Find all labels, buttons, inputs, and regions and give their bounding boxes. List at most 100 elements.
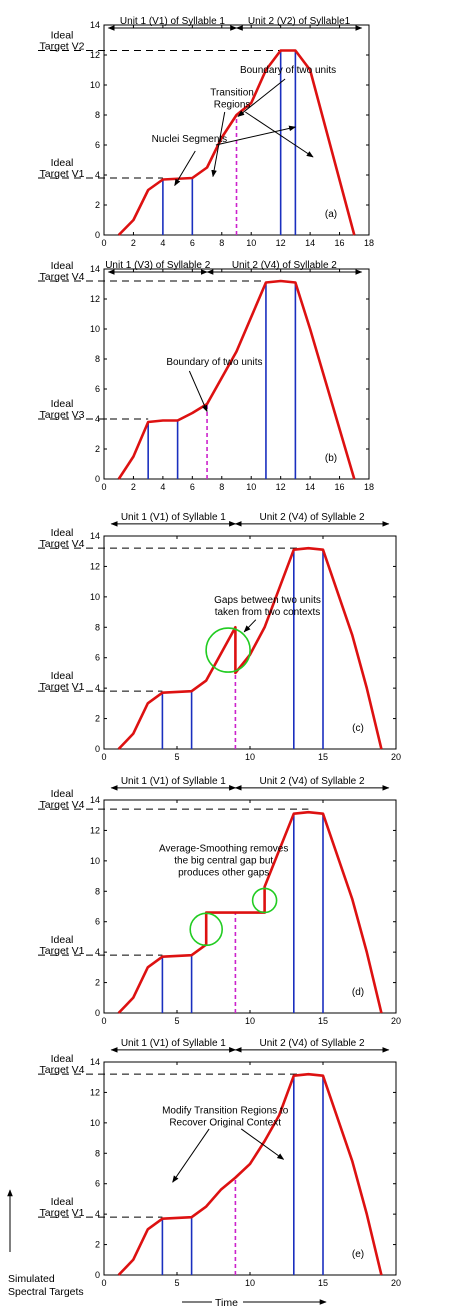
x-tick-label: 4 (160, 482, 165, 492)
y-tick-label: 8 (95, 622, 100, 632)
target-label-bottom: Target V1 (40, 681, 85, 693)
x-tick-label: 0 (101, 1016, 106, 1026)
x-tick-label: 0 (101, 482, 106, 492)
annotation-arrow (215, 125, 297, 146)
target-label-top: Ideal (51, 527, 74, 539)
target-label-top: Ideal (51, 30, 74, 42)
annotation-text: Modify Transition Regions to (162, 1106, 289, 1117)
panel-label: (d) (352, 987, 364, 998)
y-tick-label: 10 (90, 324, 100, 334)
target-trajectory-line (117, 1072, 383, 1276)
y-tick-label: 10 (90, 80, 100, 90)
y-tick-label: 0 (95, 1008, 100, 1018)
y-tick-label: 12 (90, 561, 100, 571)
y-tick-label: 0 (95, 744, 100, 754)
unit-span-label: Unit 2 (V4) of Syllable 2 (232, 260, 337, 271)
annotation-text: Recover Original Context (169, 1118, 281, 1129)
annotation-arrow (172, 1128, 210, 1183)
annotation-arrow (245, 111, 314, 158)
x-tick-label: 6 (190, 238, 195, 248)
y-tick-label: 4 (95, 170, 100, 180)
annotation-text: Average-Smoothing removes (159, 844, 288, 855)
annotation-text: Transition (210, 88, 254, 99)
y-tick-label: 4 (95, 947, 100, 957)
x-tick-label: 6 (190, 482, 195, 492)
x-tick-label: 5 (174, 1016, 179, 1026)
panel-label: (e) (352, 1249, 364, 1260)
x-tick-label: 0 (101, 238, 106, 248)
plot-frame (103, 268, 370, 480)
ylabel-line1: Simulated (8, 1273, 55, 1285)
y-tick-label: 4 (95, 414, 100, 424)
x-tick-label: 15 (318, 1278, 328, 1288)
target-label-top: Ideal (51, 398, 74, 410)
x-tick-label: 2 (131, 238, 136, 248)
target-trajectory-line (117, 546, 383, 750)
y-tick-label: 12 (90, 294, 100, 304)
x-tick-label: 18 (364, 482, 374, 492)
y-tick-label: 2 (95, 978, 100, 988)
x-tick-label: 20 (391, 752, 401, 762)
y-tick-label: 4 (95, 683, 100, 693)
x-tick-label: 0 (101, 752, 106, 762)
unit-span-label: Unit 1 (V3) of Syllable 2 (105, 260, 210, 271)
target-label-bottom: Target V1 (40, 945, 85, 957)
panel-label: (c) (352, 723, 364, 734)
xlabel: Time (215, 1297, 238, 1309)
annotation-arrow (243, 619, 257, 633)
x-tick-label: 5 (174, 1278, 179, 1288)
unit-span-label: Unit 2 (V4) of Syllable 2 (260, 776, 365, 787)
x-tick-label: 2 (131, 482, 136, 492)
plot-frame (103, 799, 397, 1014)
annotation-text: produces other gaps (178, 868, 269, 879)
y-tick-label: 8 (95, 354, 100, 364)
x-tick-label: 15 (318, 752, 328, 762)
gap-highlight-circle (189, 912, 223, 947)
target-label-top: Ideal (51, 157, 74, 169)
annotation-text: Nuclei Segments (152, 134, 228, 145)
target-trajectory-line (117, 49, 356, 236)
y-tick-label: 6 (95, 384, 100, 394)
target-label-top: Ideal (51, 1053, 74, 1065)
annotation-arrow (174, 150, 196, 187)
plot-frame (103, 1061, 397, 1276)
x-tick-label: 10 (246, 482, 256, 492)
y-tick-label: 6 (95, 917, 100, 927)
y-tick-label: 14 (90, 20, 100, 30)
y-tick-label: 0 (95, 474, 100, 484)
x-tick-label: 18 (364, 238, 374, 248)
x-tick-label: 10 (245, 1278, 255, 1288)
x-tick-label: 5 (174, 752, 179, 762)
annotation-text: Regions (214, 100, 251, 111)
x-tick-label: 0 (101, 1278, 106, 1288)
x-tick-label: 14 (305, 238, 315, 248)
y-tick-label: 8 (95, 886, 100, 896)
y-tick-label: 6 (95, 653, 100, 663)
annotation-text: taken from two contexts (215, 607, 321, 618)
y-tick-label: 6 (95, 140, 100, 150)
target-label-top: Ideal (51, 260, 74, 272)
y-tick-label: 14 (90, 264, 100, 274)
target-trajectory-line (117, 279, 356, 480)
target-label-bottom: Target V1 (40, 1207, 85, 1219)
x-tick-label: 15 (318, 1016, 328, 1026)
x-tick-label: 10 (245, 752, 255, 762)
x-tick-label: 4 (160, 238, 165, 248)
annotation-arrow (188, 370, 208, 413)
y-tick-label: 12 (90, 1087, 100, 1097)
plot-frame (103, 535, 397, 750)
ylabel-line2: Spectral Targets (8, 1286, 84, 1298)
annotation-text: the big central gap but (174, 856, 273, 867)
y-tick-label: 8 (95, 110, 100, 120)
x-tick-label: 20 (391, 1016, 401, 1026)
target-label-bottom: Target V4 (40, 1064, 85, 1076)
x-tick-label: 16 (335, 238, 345, 248)
y-tick-label: 2 (95, 444, 100, 454)
y-tick-label: 4 (95, 1209, 100, 1219)
y-tick-label: 10 (90, 856, 100, 866)
x-tick-label: 16 (335, 482, 345, 492)
y-tick-label: 2 (95, 714, 100, 724)
